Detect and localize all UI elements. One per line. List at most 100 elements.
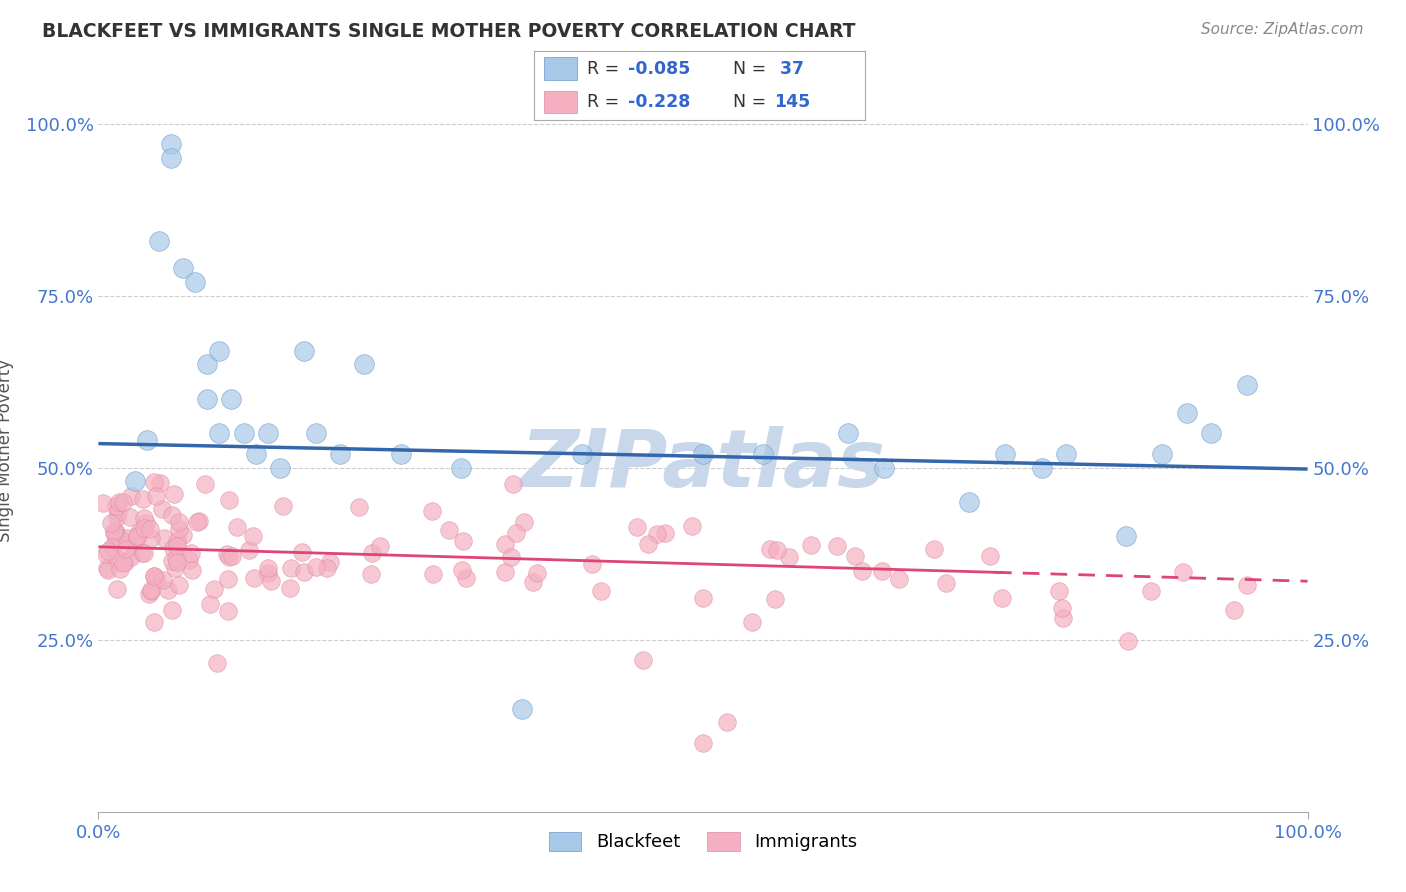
Point: [139, 531, 162, 545]
Point: [522, 575, 544, 590]
Point: [242, 529, 264, 543]
Point: [180, 563, 202, 577]
Point: [162, 541, 184, 555]
Point: [280, 582, 302, 596]
Point: [256, 426, 278, 441]
Point: [166, 540, 188, 554]
Point: [290, 545, 312, 559]
Point: [131, 546, 153, 560]
Point: [148, 234, 170, 248]
Point: [347, 500, 370, 515]
Point: [217, 573, 239, 587]
Point: [1052, 611, 1074, 625]
Bar: [544, 57, 578, 80]
Point: [160, 137, 183, 152]
Point: [186, 515, 208, 529]
Point: [887, 572, 910, 586]
Point: [143, 615, 166, 629]
Point: [271, 499, 294, 513]
Point: [105, 533, 128, 547]
Point: [319, 555, 342, 569]
Point: [166, 534, 188, 549]
Point: [315, 561, 337, 575]
Point: [163, 561, 186, 575]
Text: N =: N =: [733, 60, 772, 78]
Point: [422, 566, 444, 581]
Point: [800, 538, 823, 552]
Point: [114, 555, 136, 569]
Point: [202, 582, 225, 596]
Point: [139, 582, 162, 597]
Point: [105, 510, 128, 524]
Point: [218, 492, 240, 507]
Point: [179, 552, 201, 566]
Point: [257, 561, 280, 575]
Point: [502, 476, 524, 491]
Point: [122, 539, 145, 553]
Point: [361, 546, 384, 560]
Point: [631, 653, 654, 667]
Point: [97, 544, 120, 558]
Point: [208, 426, 231, 441]
Point: [110, 533, 132, 548]
Point: [132, 521, 155, 535]
Text: -0.085: -0.085: [628, 60, 690, 78]
Point: [160, 151, 183, 165]
Point: [100, 516, 122, 530]
Point: [208, 343, 231, 358]
Point: [1115, 529, 1137, 543]
Text: R =: R =: [588, 60, 624, 78]
Point: [134, 546, 156, 560]
Point: [439, 523, 461, 537]
Point: [451, 564, 474, 578]
Point: [135, 433, 157, 447]
Point: [589, 584, 612, 599]
Point: [152, 573, 174, 587]
Point: [450, 460, 472, 475]
Point: [305, 560, 328, 574]
Point: [162, 508, 184, 523]
Point: [143, 475, 166, 490]
Text: BLACKFEET VS IMMIGRANTS SINGLE MOTHER POVERTY CORRELATION CHART: BLACKFEET VS IMMIGRANTS SINGLE MOTHER PO…: [42, 22, 856, 41]
Point: [935, 575, 957, 590]
Point: [494, 537, 516, 551]
Point: [124, 475, 146, 489]
Point: [329, 447, 352, 461]
Point: [305, 426, 328, 441]
Point: [692, 591, 714, 605]
Point: [451, 533, 474, 548]
Point: [513, 515, 536, 529]
Point: [280, 561, 302, 575]
Point: [125, 529, 148, 543]
Point: [172, 528, 194, 542]
Point: [716, 715, 738, 730]
Point: [111, 495, 134, 509]
Point: [118, 510, 141, 524]
Point: [166, 555, 188, 569]
Point: [108, 495, 131, 509]
Text: ZIPatlas: ZIPatlas: [520, 425, 886, 504]
Point: [221, 392, 243, 406]
Point: [217, 604, 239, 618]
Point: [1223, 602, 1246, 616]
Point: [851, 565, 873, 579]
Point: [1175, 406, 1198, 420]
Text: N =: N =: [733, 93, 772, 111]
Point: [778, 550, 800, 565]
Point: [218, 549, 240, 564]
Point: [108, 562, 131, 576]
Point: [105, 582, 128, 596]
Text: Source: ZipAtlas.com: Source: ZipAtlas.com: [1201, 22, 1364, 37]
Point: [454, 571, 477, 585]
Point: [1199, 426, 1222, 441]
Point: [922, 541, 945, 556]
Point: [107, 505, 129, 519]
Point: [153, 531, 176, 545]
Point: [111, 556, 134, 570]
Legend: Blackfeet, Immigrants: Blackfeet, Immigrants: [540, 823, 866, 861]
Point: [91, 496, 114, 510]
Point: [180, 546, 202, 560]
Point: [169, 522, 191, 536]
Point: [1236, 378, 1258, 392]
Point: [1052, 601, 1074, 615]
